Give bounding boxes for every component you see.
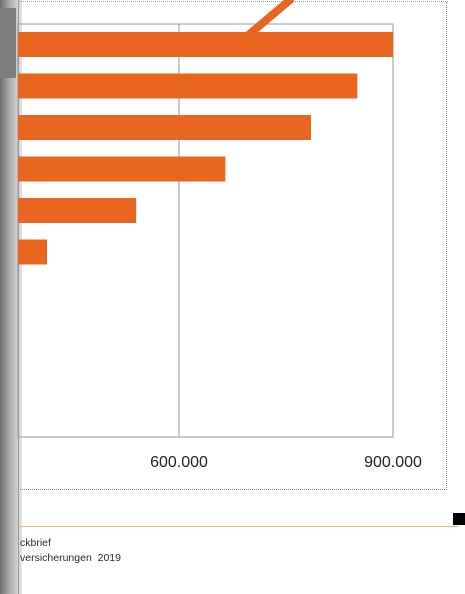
left-page-shadow xyxy=(0,0,22,594)
x-tick-label: 600.000 xyxy=(150,454,208,471)
bar xyxy=(18,198,137,223)
chart-frame xyxy=(18,2,447,490)
bar xyxy=(18,73,358,99)
black-square-marker xyxy=(453,513,465,525)
footer-line-1: ckbrief xyxy=(20,537,51,549)
bar xyxy=(18,115,311,140)
bars xyxy=(18,32,393,265)
top-border xyxy=(18,1,448,2)
x-tick-label: 900.000 xyxy=(364,454,422,471)
footer-rule xyxy=(18,526,458,527)
left-tab-marker xyxy=(0,8,16,78)
x-axis-ticks: 600.000 900.000 xyxy=(150,454,422,471)
bar xyxy=(18,239,48,265)
bar xyxy=(18,156,226,182)
bar xyxy=(18,32,393,57)
orange-arrow-icon xyxy=(229,0,294,52)
footer-line-2: versicherungen 2019 xyxy=(20,552,121,564)
